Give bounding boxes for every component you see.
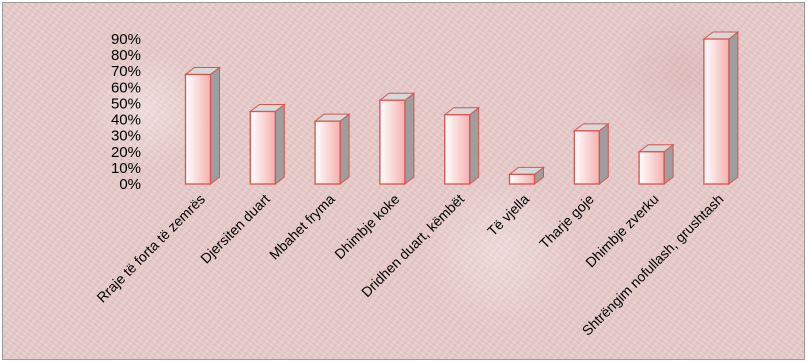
bar-front (703, 38, 730, 185)
bar-front (444, 114, 471, 185)
bar-side (274, 103, 285, 186)
bar-front (508, 173, 536, 185)
bar-side (210, 66, 220, 186)
bar (702, 30, 740, 186)
y-tick-label: 20% (111, 144, 141, 161)
bar (572, 122, 610, 186)
bar-side (598, 122, 609, 186)
bar-front (638, 151, 665, 185)
bar-front (314, 120, 341, 185)
bar-front (184, 73, 212, 185)
bar-front (379, 99, 406, 185)
bar (248, 103, 286, 186)
y-tick-label: 10% (111, 160, 141, 177)
y-tick-label: 0% (119, 176, 141, 193)
x-category-label: Tharje goje (536, 191, 597, 252)
bar-front (573, 130, 600, 185)
x-category-label: Mbahet fryma (266, 191, 338, 263)
x-category-label: Rraje të forta të zemrës (93, 191, 208, 306)
y-tick-label: 70% (111, 63, 141, 80)
bar (637, 143, 675, 186)
y-tick-label: 50% (111, 95, 141, 112)
x-category-label: Të vjella (484, 191, 532, 239)
y-tick-label: 30% (111, 128, 141, 145)
bar-side (404, 92, 415, 186)
bar-side (339, 113, 350, 186)
bar-side (469, 106, 480, 186)
bar (508, 166, 545, 186)
bar-chart: 0%10%20%30%40%50%60%70%80%90% Rraje të f… (93, 30, 740, 339)
bar-front (249, 110, 276, 185)
bar (313, 113, 351, 186)
x-category-label: Shtrëngim nofullash, grushtash (579, 191, 727, 339)
y-tick-label: 90% (111, 31, 141, 48)
x-category-label: Djersiten duart (197, 191, 273, 267)
y-tick-label: 60% (111, 79, 141, 96)
x-category-label: Dhimbje koke (331, 191, 402, 262)
bars (184, 30, 740, 186)
bar (378, 92, 416, 186)
bar (184, 66, 221, 186)
y-axis-ticks: 0%10%20%30%40%50%60%70%80%90% (111, 31, 141, 193)
y-tick-label: 40% (111, 112, 141, 129)
y-tick-label: 80% (111, 47, 141, 64)
bar-side (728, 30, 739, 186)
bar (443, 106, 481, 186)
